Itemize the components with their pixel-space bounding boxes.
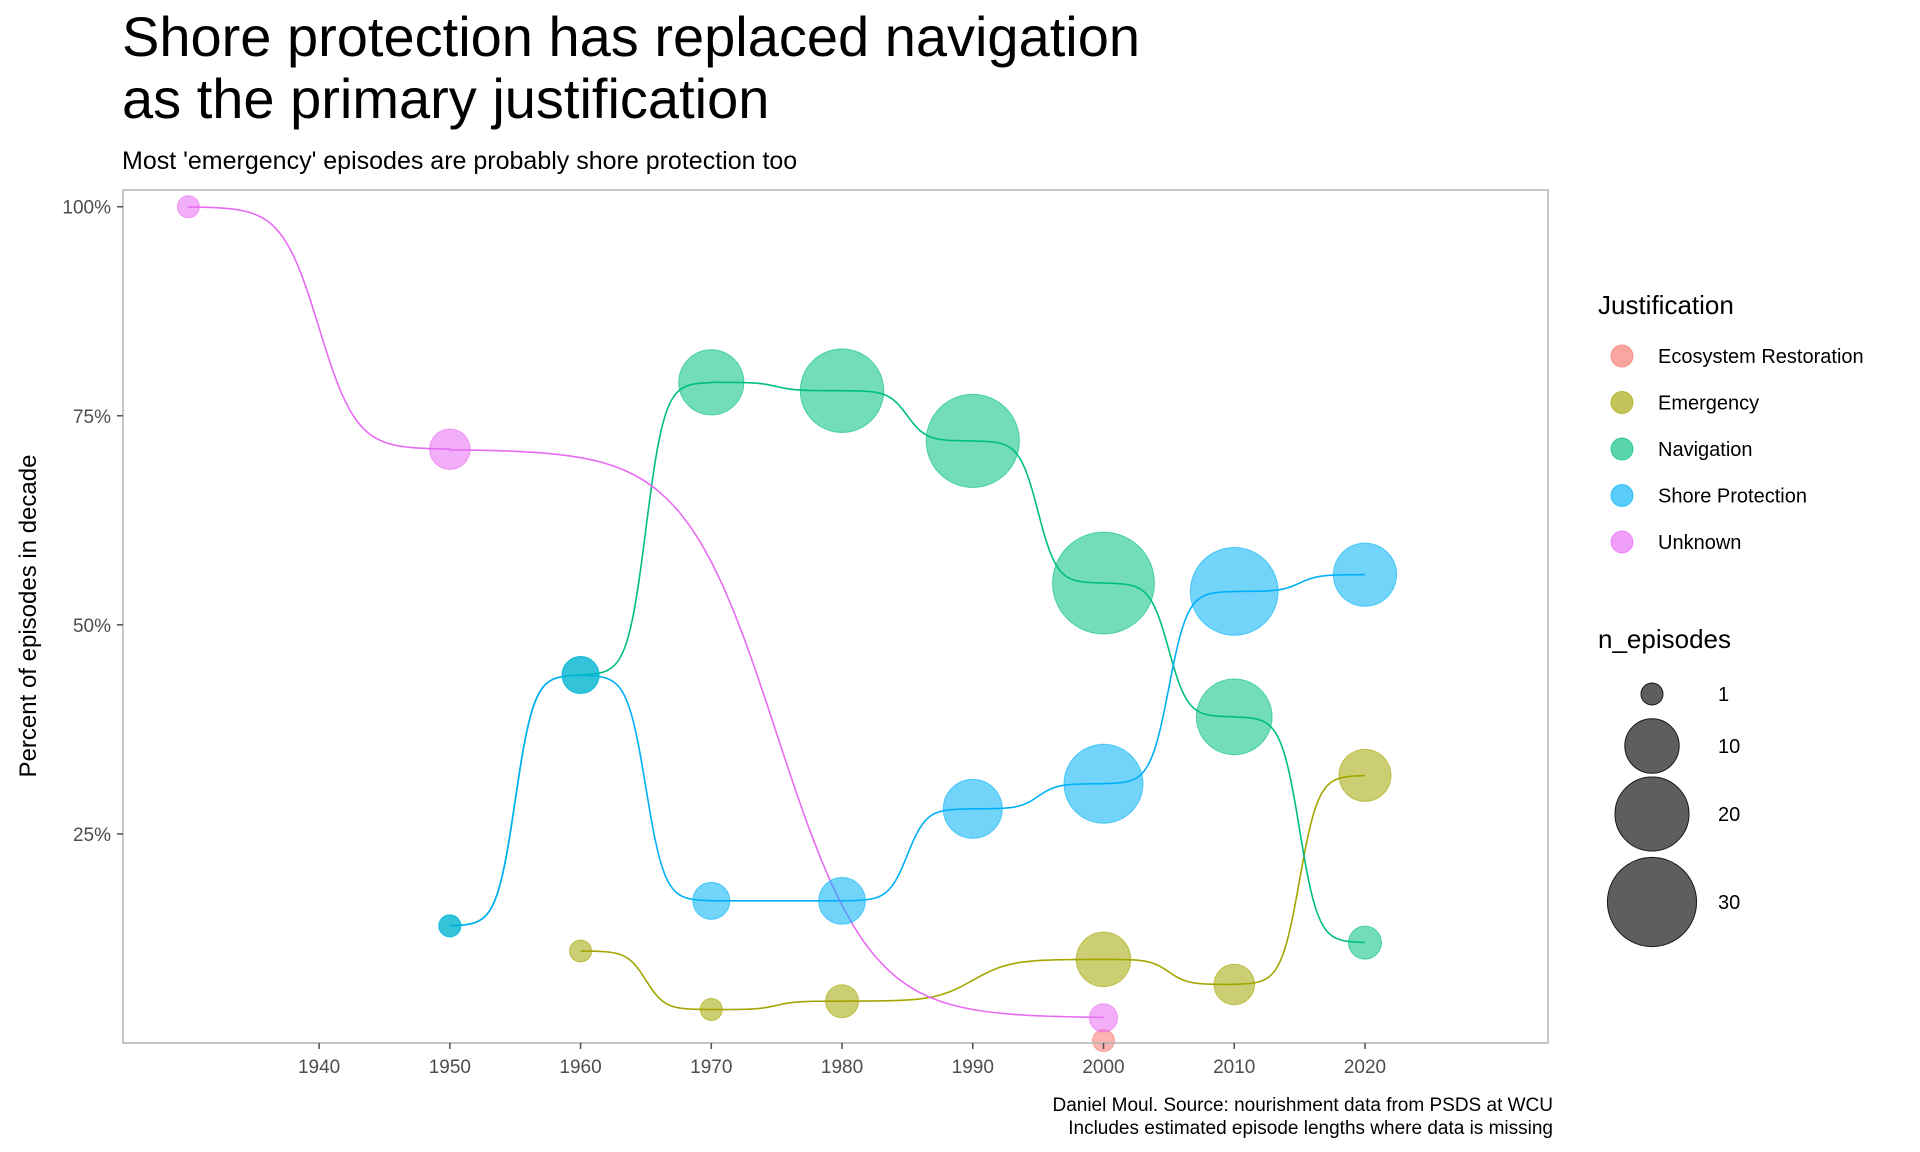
y-axis: 25% 50% 75% 100% [62, 198, 123, 846]
chart-title: Shore protection has replaced navigation… [122, 5, 1141, 130]
legend-label: Shore Protection [1658, 486, 1807, 508]
data-point-emergency [699, 998, 723, 1022]
legend-label: Navigation [1658, 439, 1753, 461]
color-legend-title: Justification [1598, 290, 1734, 320]
data-point-navigation [799, 348, 885, 433]
x-tick-label: 1970 [690, 1057, 732, 1078]
data-point-shore-protection [561, 656, 600, 695]
x-tick-label: 1980 [821, 1057, 863, 1078]
size-legend-title: n_episodes [1598, 624, 1731, 654]
legend-label: Unknown [1658, 532, 1741, 554]
caption: Daniel Moul. Source: nourishment data fr… [1052, 1094, 1553, 1140]
size-legend-label: 10 [1718, 736, 1740, 758]
data-points [176, 195, 1398, 1052]
plot-panel-border [122, 189, 1549, 1044]
legend-label: Ecosystem Restoration [1658, 346, 1864, 368]
x-tick-label: 1990 [952, 1057, 994, 1078]
data-point-emergency [1075, 931, 1132, 988]
data-point-emergency [569, 939, 593, 963]
caption-line-1: Daniel Moul. Source: nourishment data fr… [1052, 1095, 1553, 1116]
data-point-unknown [429, 428, 471, 471]
size-legend-key [1624, 718, 1680, 774]
size-legend-label: 1 [1718, 684, 1729, 706]
series-line-unknown [188, 206, 1104, 1019]
y-tick-label: 50% [73, 616, 111, 637]
data-point-emergency [1213, 963, 1256, 1006]
data-point-navigation [1195, 678, 1273, 756]
data-point-unknown [1088, 1003, 1119, 1033]
x-tick-label: 1960 [559, 1057, 601, 1078]
y-tick-label: 25% [73, 825, 111, 846]
x-tick-label: 1950 [429, 1057, 471, 1078]
caption-line-2: Includes estimated episode lengths where… [1068, 1118, 1553, 1139]
y-axis-title: Percent of episodes in decade [15, 455, 42, 778]
data-point-shore-protection [1189, 547, 1279, 636]
size-legend-label: 20 [1718, 804, 1740, 826]
data-point-navigation [1052, 531, 1155, 635]
x-tick-label: 2010 [1213, 1057, 1255, 1078]
data-point-shore-protection [942, 778, 1003, 839]
data-point-shore-protection [818, 876, 866, 925]
chart-subtitle: Most 'emergency' episodes are probably s… [122, 147, 798, 175]
data-point-unknown [176, 195, 200, 219]
legend-key [1610, 484, 1634, 507]
data-point-navigation [678, 349, 745, 416]
x-axis: 1940 1950 1960 1970 1980 1990 2000 2010 2020 [298, 1043, 1386, 1078]
y-tick-label: 100% [62, 198, 111, 219]
legend-label: Emergency [1658, 393, 1759, 415]
y-tick-label: 75% [73, 407, 111, 428]
data-point-shore-protection [1063, 743, 1144, 824]
size-legend: n_episodes 1 10 20 30 [1598, 624, 1740, 948]
data-point-shore-protection [1332, 542, 1398, 607]
x-tick-label: 1940 [298, 1057, 340, 1078]
legend-key [1610, 437, 1634, 461]
data-point-shore-protection [692, 881, 731, 920]
data-point-navigation [925, 393, 1020, 488]
size-legend-label: 30 [1718, 892, 1740, 914]
data-point-emergency [1338, 748, 1392, 802]
legend-key [1610, 530, 1634, 554]
legend-key [1610, 391, 1634, 414]
size-legend-key [1614, 776, 1690, 852]
data-point-shore-protection [438, 914, 462, 938]
size-legend-key [1606, 856, 1698, 948]
size-legend-items: 1 10 20 30 [1606, 682, 1740, 948]
color-legend-items: Ecosystem Restoration Emergency Navigation… [1610, 344, 1864, 554]
data-point-emergency [825, 984, 860, 1019]
data-point-navigation [1347, 925, 1382, 960]
color-legend: Justification Ecosystem Restoration Emerg… [1598, 290, 1864, 554]
x-tick-label: 2020 [1344, 1057, 1386, 1078]
legend-key [1610, 344, 1634, 368]
series-lines [188, 206, 1365, 1019]
size-legend-key [1640, 682, 1664, 706]
x-tick-label: 2000 [1082, 1057, 1124, 1078]
